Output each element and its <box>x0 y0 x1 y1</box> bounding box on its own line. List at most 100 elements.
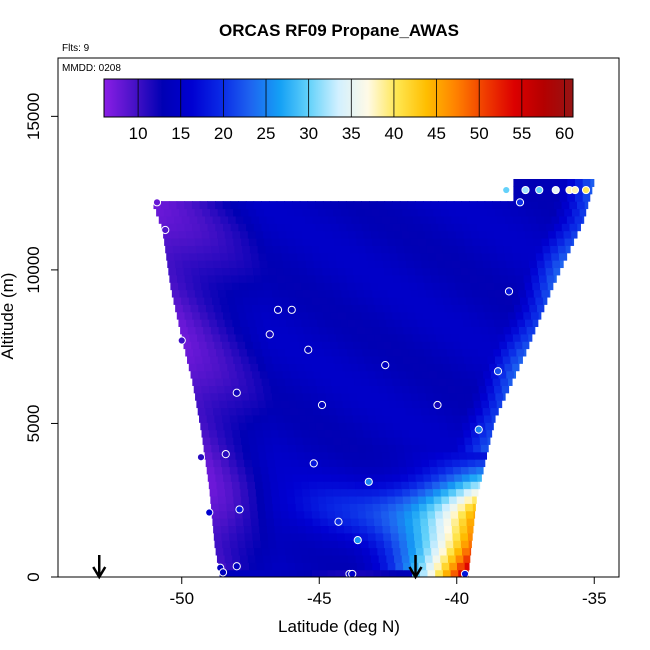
field-cell <box>330 377 340 386</box>
field-cell <box>306 466 316 475</box>
field-cell <box>366 333 375 342</box>
field-cell <box>456 237 466 246</box>
field-cell <box>215 422 225 431</box>
field-cell <box>351 525 361 534</box>
field-cell <box>193 385 203 394</box>
field-cell <box>295 503 305 512</box>
field-cell <box>279 355 288 364</box>
field-cell <box>239 348 248 357</box>
field-cell <box>420 252 429 261</box>
field-cell <box>521 193 530 202</box>
field-cell <box>412 518 421 527</box>
field-cell <box>403 562 412 571</box>
field-cell <box>216 385 226 394</box>
field-cell <box>447 282 456 291</box>
field-cell <box>413 407 422 416</box>
sample-point <box>353 536 362 545</box>
field-cell <box>415 377 424 386</box>
field-cell <box>184 223 193 232</box>
colorbar-tick-label: 25 <box>257 124 276 143</box>
field-cell <box>506 370 515 379</box>
field-cell <box>495 237 504 246</box>
field-cell <box>363 319 372 328</box>
field-cell <box>328 260 338 269</box>
field-cell <box>460 540 470 549</box>
field-cell <box>345 540 354 549</box>
field-cell <box>518 208 527 217</box>
field-cell <box>353 201 362 210</box>
field-cell <box>425 289 435 298</box>
field-cell <box>377 422 386 431</box>
field-cell <box>401 481 410 490</box>
field-cell <box>234 510 244 519</box>
field-cell <box>450 510 459 519</box>
field-cell <box>360 267 370 276</box>
field-cell <box>492 377 501 386</box>
field-cell <box>373 444 382 453</box>
field-cell <box>388 503 397 512</box>
field-cell <box>520 333 529 342</box>
field-cell <box>332 488 342 497</box>
field-cell <box>245 466 254 475</box>
field-cell <box>376 414 385 423</box>
field-cell <box>407 267 416 276</box>
field-cell <box>415 422 425 431</box>
field-cell <box>278 282 287 291</box>
field-cell <box>251 260 261 269</box>
field-cell <box>242 444 251 453</box>
field-cell <box>278 385 287 394</box>
field-cell <box>547 282 554 291</box>
field-cell <box>297 215 306 224</box>
field-cell <box>337 267 347 276</box>
field-cell <box>234 245 243 254</box>
field-cell <box>451 451 460 460</box>
field-cell <box>240 230 249 239</box>
field-cell <box>464 208 473 217</box>
field-cell <box>365 569 375 577</box>
field-cell <box>391 466 400 475</box>
field-cell <box>171 289 181 298</box>
field-cell <box>439 422 448 431</box>
field-cell <box>395 436 404 445</box>
field-cell <box>389 296 398 305</box>
field-cell <box>449 495 458 504</box>
field-cell <box>339 282 349 291</box>
field-cell <box>338 201 347 210</box>
field-cell <box>250 451 260 460</box>
field-cell <box>577 223 581 232</box>
field-cell <box>330 223 340 232</box>
field-cell <box>304 252 314 261</box>
field-cell <box>180 326 189 335</box>
field-cell <box>346 223 355 232</box>
field-cell <box>428 333 437 342</box>
field-cell <box>290 407 299 416</box>
field-cell <box>255 488 265 497</box>
field-cell <box>537 267 547 276</box>
field-cell <box>451 215 460 224</box>
field-cell <box>363 230 372 239</box>
field-cell <box>179 289 188 298</box>
field-cell <box>233 495 242 504</box>
field-cell <box>341 237 350 246</box>
field-cell <box>395 503 405 512</box>
field-cell <box>393 481 402 490</box>
field-cell <box>235 518 244 527</box>
field-cell <box>564 237 573 246</box>
field-cell <box>379 488 388 497</box>
field-cell <box>483 414 493 423</box>
field-cell <box>226 503 235 512</box>
field-cell <box>467 459 476 468</box>
field-cell <box>433 208 442 217</box>
field-cell <box>431 274 440 283</box>
field-cell <box>429 341 439 350</box>
field-cell <box>377 377 386 386</box>
field-cell <box>341 495 350 504</box>
field-cell <box>227 569 236 577</box>
field-cell <box>432 481 441 490</box>
field-cell <box>398 304 407 313</box>
field-cell <box>480 326 489 335</box>
field-cell <box>525 208 535 217</box>
field-cell <box>367 260 376 269</box>
field-cell <box>461 201 470 210</box>
field-cell <box>555 230 565 239</box>
